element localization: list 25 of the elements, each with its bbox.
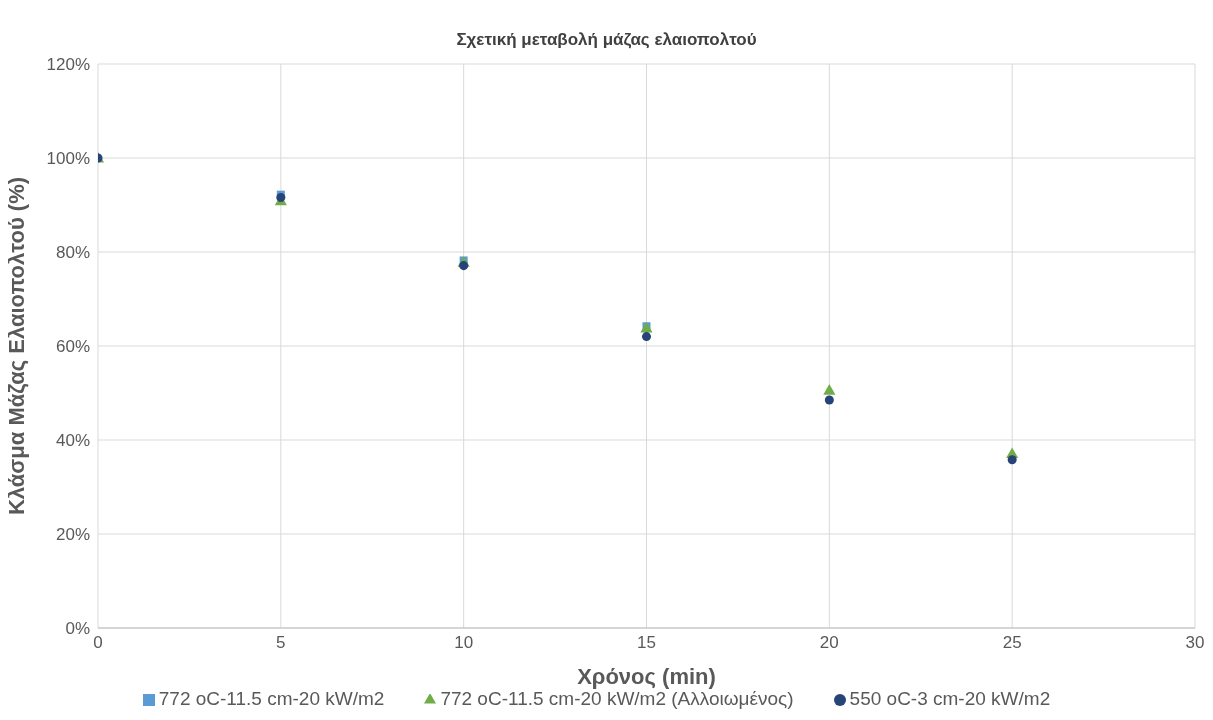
point (824, 395, 834, 405)
x-tick-label: 5 (276, 633, 286, 653)
y-tick-label: 60% (55, 337, 90, 357)
y-tick-label: 120% (46, 55, 90, 75)
point (1007, 455, 1017, 465)
x-tick-label: 10 (454, 633, 474, 653)
y-tick-label: 80% (55, 243, 90, 263)
point (459, 261, 469, 271)
y-tick-label: 40% (55, 431, 90, 451)
y-tick-label: 100% (46, 149, 90, 169)
x-tick-label: 0 (93, 633, 103, 653)
point (823, 384, 836, 395)
y-tick-label: 0% (65, 619, 90, 639)
x-tick-label: 15 (637, 633, 656, 653)
x-tick-label: 25 (1002, 633, 1022, 653)
point (641, 332, 652, 342)
y-tick-label: 20% (55, 525, 90, 545)
y-axis-title: Κλάσμα Μάζας Ελαιοπολτού (%) (3, 176, 29, 516)
chart-title: Σχετική μεταβολή μάζας ελαιοπολτού (455, 29, 758, 51)
x-tick-label: 20 (819, 633, 839, 653)
legend-label: 772 oC-11.5 cm-20 kW/m2 (Αλλοιωμένος) (440, 688, 794, 709)
x-tick-label: 30 (1185, 633, 1205, 653)
x-axis-title: Χρόνος (min) (577, 664, 716, 689)
legend-label: 550 oC-3 cm-20 kW/m2 (849, 688, 1051, 709)
legend-label: 772 oC-11.5 cm-20 kW/m2 (158, 688, 385, 709)
